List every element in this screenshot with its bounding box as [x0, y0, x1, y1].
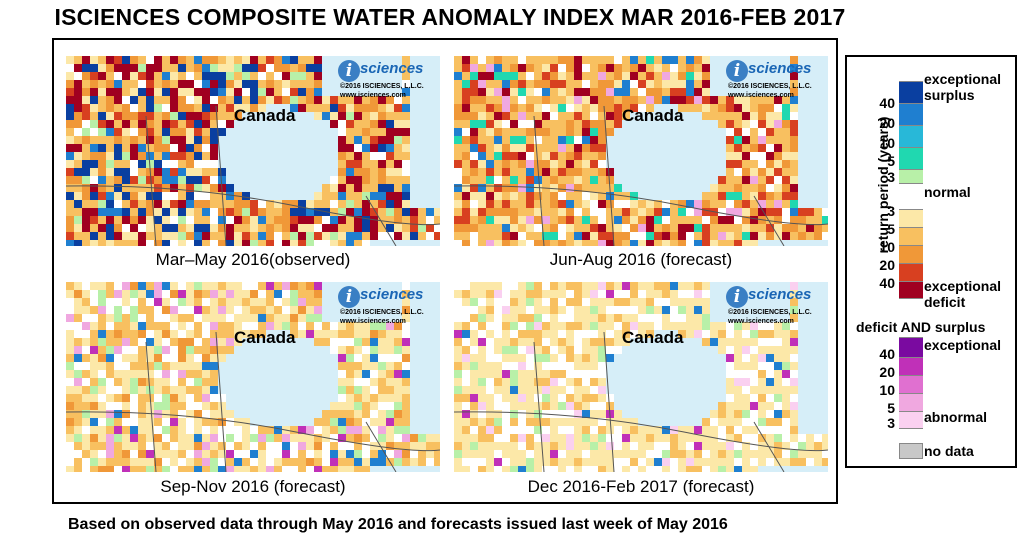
- boundary-lines: [454, 105, 828, 246]
- legend-swatch-deficit-20: [899, 263, 923, 281]
- panel-caption: Mar–May 2016(observed): [155, 250, 351, 269]
- logo-brand: sciences: [748, 286, 812, 303]
- legend-both-header: deficit AND surplus: [856, 319, 986, 335]
- legend-tick: 40: [879, 275, 895, 291]
- logo-mark: i: [338, 286, 360, 308]
- legend-swatch-both-40: [899, 357, 923, 375]
- map-panel-mar-may-2016: Canada i sciences ©2016 ISCIENCES, L.L.C…: [66, 56, 440, 246]
- legend-tick: 20: [879, 364, 895, 380]
- anomaly-map: [454, 282, 828, 472]
- legend-swatch-surplus-40: [899, 103, 923, 125]
- map-panel-dec-2016-feb-2017: Canada i sciences ©2016 ISCIENCES, L.L.C…: [454, 282, 828, 472]
- logo-brand: sciences: [360, 60, 424, 77]
- legend-tick: 3: [887, 169, 895, 185]
- legend-tick: 3: [887, 203, 895, 219]
- legend-tick: 3: [887, 415, 895, 431]
- anomaly-map: [66, 56, 440, 246]
- panel-caption: Sep-Nov 2016 (forecast): [160, 477, 346, 496]
- boundary-lines: [454, 331, 828, 472]
- legend: return period (years) exceptional surplu…: [845, 55, 1017, 468]
- logo-mark: i: [726, 286, 748, 308]
- legend-swatch-normal: [899, 183, 923, 209]
- panel-caption: Jun-Aug 2016 (forecast): [549, 250, 733, 269]
- region-label: Canada: [234, 106, 296, 125]
- land-cells: [66, 282, 440, 472]
- legend-swatch-deficit-5: [899, 227, 923, 245]
- isciences-logo: i sciences ©2016 ISCIENCES, L.L.C. www.is…: [726, 286, 824, 328]
- anomaly-map: [66, 282, 440, 472]
- logo-brand: sciences: [748, 60, 812, 77]
- isciences-logo: i sciences ©2016 ISCIENCES, L.L.C. www.is…: [338, 60, 436, 102]
- logo-mark: i: [726, 60, 748, 82]
- legend-swatch-deficit-3: [899, 209, 923, 227]
- legend-swatch-both-abnormal: [899, 411, 923, 429]
- legend-both-abnormal-label: abnormal: [924, 409, 988, 425]
- legend-tick: 10: [879, 239, 895, 255]
- logo-copyright: ©2016 ISCIENCES, L.L.C. www.isciences.com: [340, 83, 424, 99]
- legend-nodata-label: no data: [924, 443, 974, 459]
- logo-copyright: ©2016 ISCIENCES, L.L.C. www.isciences.com: [728, 83, 812, 99]
- footer-note: Based on observed data through May 2016 …: [68, 516, 728, 533]
- anomaly-map: [454, 56, 828, 246]
- logo-mark: i: [338, 60, 360, 82]
- legend-swatch-surplus-exceptional: [899, 81, 923, 103]
- map-panels-frame: Canada i sciences ©2016 ISCIENCES, L.L.C…: [52, 38, 838, 504]
- land-cells: [66, 56, 440, 246]
- legend-surplus-label: exceptional surplus: [924, 71, 1002, 103]
- legend-swatch-both-20: [899, 375, 923, 393]
- legend-swatch-surplus-5: [899, 169, 923, 183]
- page-title: ISCIENCES COMPOSITE WATER ANOMALY INDEX …: [54, 4, 846, 30]
- legend-deficit-label: exceptional deficit: [924, 278, 1002, 310]
- legend-tick: 20: [879, 257, 895, 273]
- land-cells: [454, 282, 828, 472]
- legend-swatch-both-10: [899, 393, 923, 411]
- legend-swatch-nodata: [899, 443, 923, 459]
- region-label: Canada: [622, 328, 684, 347]
- legend-tick: 40: [879, 95, 895, 111]
- legend-tick: 5: [887, 221, 895, 237]
- legend-tick: 5: [887, 400, 895, 416]
- isciences-logo: i sciences ©2016 ISCIENCES, L.L.C. www.is…: [338, 286, 436, 328]
- legend-normal-label: normal: [924, 184, 971, 200]
- logo-copyright: ©2016 ISCIENCES, L.L.C. www.isciences.com: [728, 309, 812, 325]
- map-panel-sep-nov-2016: Canada i sciences ©2016 ISCIENCES, L.L.C…: [66, 282, 440, 472]
- boundary-lines: [66, 105, 440, 246]
- legend-tick: 40: [879, 346, 895, 362]
- region-label: Canada: [234, 328, 296, 347]
- land-cells: [454, 56, 828, 246]
- legend-swatch-deficit-exceptional: [899, 281, 923, 299]
- legend-tick: 20: [879, 115, 895, 131]
- logo-copyright: ©2016 ISCIENCES, L.L.C. www.isciences.com: [340, 309, 424, 325]
- logo-brand: sciences: [360, 286, 424, 303]
- legend-swatch-surplus-10: [899, 147, 923, 169]
- boundary-lines: [66, 331, 440, 472]
- panel-caption: Dec 2016-Feb 2017 (forecast): [527, 477, 755, 496]
- legend-swatch-both-exceptional: [899, 337, 923, 357]
- map-panel-jun-aug-2016: Canada i sciences ©2016 ISCIENCES, L.L.C…: [454, 56, 828, 246]
- legend-tick: 10: [879, 382, 895, 398]
- legend-both-exceptional-label: exceptional: [924, 337, 1002, 353]
- legend-swatch-surplus-20: [899, 125, 923, 147]
- legend-swatch-deficit-10: [899, 245, 923, 263]
- region-label: Canada: [622, 106, 684, 125]
- legend-tick: 10: [879, 135, 895, 151]
- legend-tick: 5: [887, 153, 895, 169]
- isciences-logo: i sciences ©2016 ISCIENCES, L.L.C. www.is…: [726, 60, 824, 102]
